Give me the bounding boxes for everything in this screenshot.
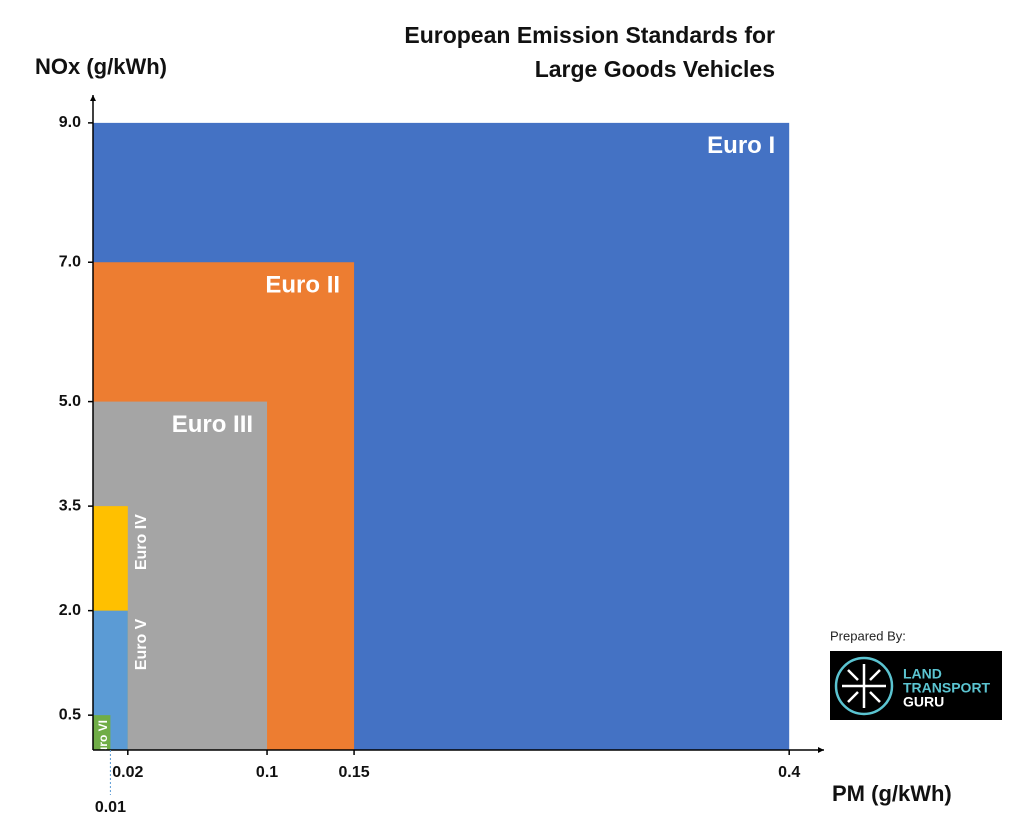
standard-label: Euro VI	[96, 720, 110, 762]
logo-text: GURU	[903, 694, 944, 710]
x-axis-arrow	[818, 747, 824, 753]
chart-title: European Emission Standards for Large Go…	[404, 22, 775, 82]
y-tick-label: 0.5	[59, 706, 81, 723]
plot-area: Euro I Euro II Euro III Euro IV Euro V Euro V…	[59, 95, 824, 816]
y-axis-arrow	[90, 95, 96, 101]
x-tick-label: 0.15	[339, 764, 370, 781]
standard-label: Euro I	[707, 132, 775, 159]
credit-label: Prepared By:	[830, 628, 906, 643]
logo-icon	[834, 656, 894, 716]
y-tick-label: 5.0	[59, 393, 81, 410]
standard-label: Euro II	[265, 272, 340, 299]
y-tick-label: 2.0	[59, 602, 81, 619]
x-axis-label: PM (g/kWh)	[832, 781, 952, 806]
standard-label: Euro V	[133, 618, 150, 670]
x-tick-label: 0.1	[256, 764, 278, 781]
standard-label: Euro III	[172, 411, 253, 438]
x-tick-label: 0.4	[778, 764, 800, 781]
standard-label: Euro IV	[133, 514, 150, 570]
logo-text: LAND	[903, 666, 942, 682]
x-tick-label: 0.02	[112, 764, 143, 781]
logo-text: TRANSPORT	[903, 680, 991, 696]
y-tick-label: 7.0	[59, 253, 81, 270]
y-tick-label: 9.0	[59, 114, 81, 131]
y-axis-label: NOx (g/kWh)	[35, 54, 167, 79]
credit: Prepared By: LAND TRANSPORT GURU	[830, 628, 1002, 720]
y-tick-label: 3.5	[59, 497, 81, 514]
standard-area	[93, 715, 111, 750]
x-tick-label: 0.01	[95, 799, 126, 816]
